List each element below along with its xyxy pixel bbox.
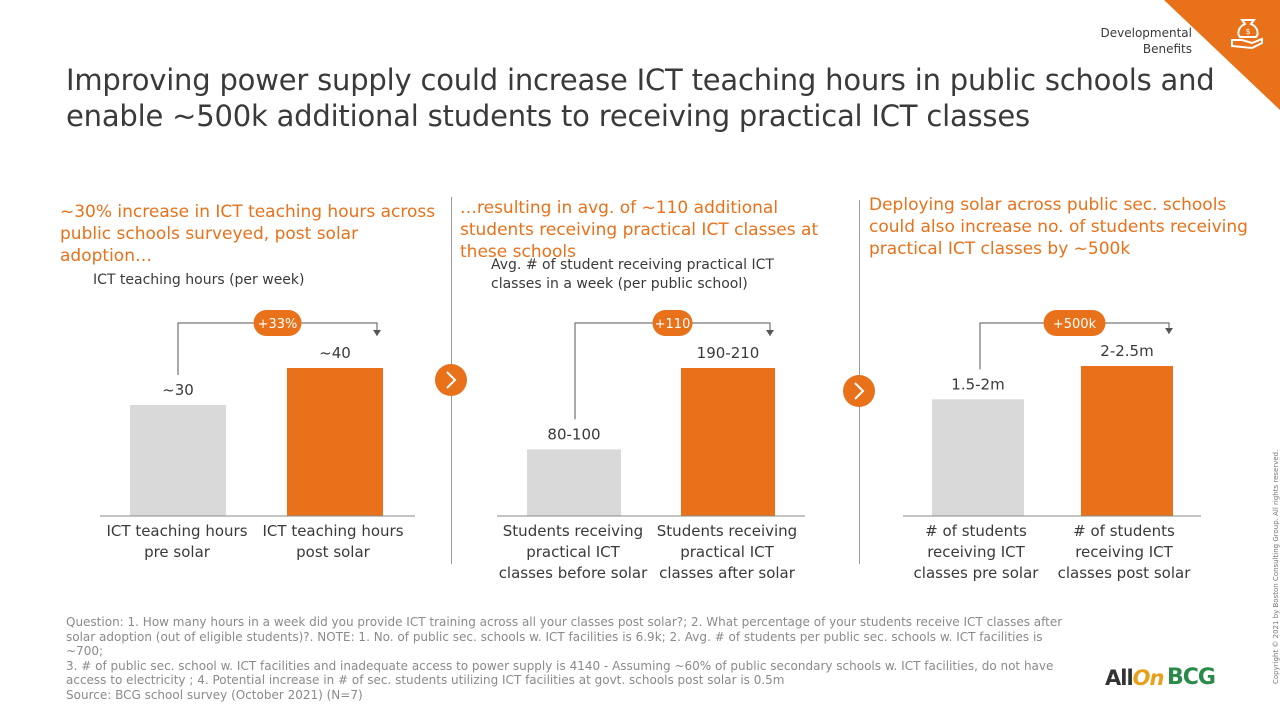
category-label: # of students receiving ICT classes pre … (913, 522, 1039, 582)
chart-1: ~30 ~40 +33% (100, 310, 415, 517)
data-label: 190-210 (697, 344, 760, 362)
category-label: ICT teaching hours post solar (262, 522, 404, 561)
copyright: Copyright © 2021 by Boston Consulting Gr… (1266, 450, 1280, 688)
delta-label: +110 (655, 317, 691, 332)
chevron-right-icon (446, 371, 457, 389)
next-arrow-button[interactable] (435, 364, 467, 396)
arrowhead-icon (766, 330, 774, 336)
hand-holding-money-bag-icon: $ (1231, 19, 1263, 50)
arrowhead-icon (373, 330, 381, 336)
corner-triangle (1164, 0, 1280, 110)
footnote-line: solar adoption (out of eligible students… (66, 629, 1043, 659)
delta-pill (652, 310, 693, 336)
bcg-logo: BCG (1167, 665, 1216, 690)
panel-1-chart-label: ICT teaching hours (per week) (93, 272, 305, 288)
allon-logo-part: All (1105, 666, 1134, 690)
category-label: Students receiving practical ICT classes… (656, 522, 798, 582)
panel-3-header: Deploying solar across public sec. schoo… (869, 195, 1248, 259)
bar (527, 449, 621, 516)
footnote: Question: 1. How many hours in a week di… (66, 615, 1066, 702)
data-label: 1.5-2m (951, 375, 1004, 393)
bar (932, 399, 1024, 516)
data-label: 80-100 (547, 425, 600, 443)
delta-pill (253, 310, 302, 336)
chevron-right-icon (854, 382, 865, 400)
page-title: Improving power supply could increase IC… (66, 63, 1215, 133)
panel-1-header: ~30% increase in ICT teaching hours acro… (60, 202, 436, 266)
delta-label: +500k (1053, 317, 1097, 332)
delta-label: +33% (258, 317, 298, 332)
data-label: ~30 (162, 381, 194, 399)
arrowhead-icon (1165, 328, 1173, 334)
bar (130, 405, 226, 516)
source-line: Source: BCG school survey (October 2021)… (66, 687, 363, 702)
delta-pill (1043, 310, 1106, 336)
footnote-line: access to electricity ; 4. Potential inc… (66, 673, 785, 687)
next-arrow-button[interactable] (843, 375, 875, 407)
category-label: ICT teaching hours pre solar (106, 522, 248, 561)
bar (1081, 366, 1173, 516)
footnote-line: 3. # of public sec. school w. ICT facili… (66, 658, 1054, 673)
data-label: 2-2.5m (1100, 342, 1153, 360)
data-label: ~40 (319, 344, 351, 362)
category-label: # of students receiving ICT classes post… (1057, 522, 1191, 582)
panel-2-chart-label: Avg. # of student receiving practical IC… (491, 257, 774, 292)
bar (681, 368, 775, 516)
copyright-text: Copyright © 2021 by Boston Consulting Gr… (1272, 449, 1280, 684)
section-tag: Developmental Benefits (1100, 26, 1192, 56)
bar (287, 368, 383, 516)
allon-logo-part: On (1132, 666, 1165, 690)
category-label: Students receiving practical ICT classes… (498, 522, 648, 582)
allon-logo: AllOn (1105, 666, 1165, 690)
footnote-line: Question: 1. How many hours in a week di… (66, 615, 1063, 629)
panel-2-header: …resulting in avg. of ~110 additional st… (460, 198, 819, 262)
chart-2: 80-100 190-210 +110 (497, 310, 805, 517)
chart-3: 1.5-2m 2-2.5m+500k (903, 310, 1201, 517)
svg-text:$: $ (1245, 27, 1250, 36)
